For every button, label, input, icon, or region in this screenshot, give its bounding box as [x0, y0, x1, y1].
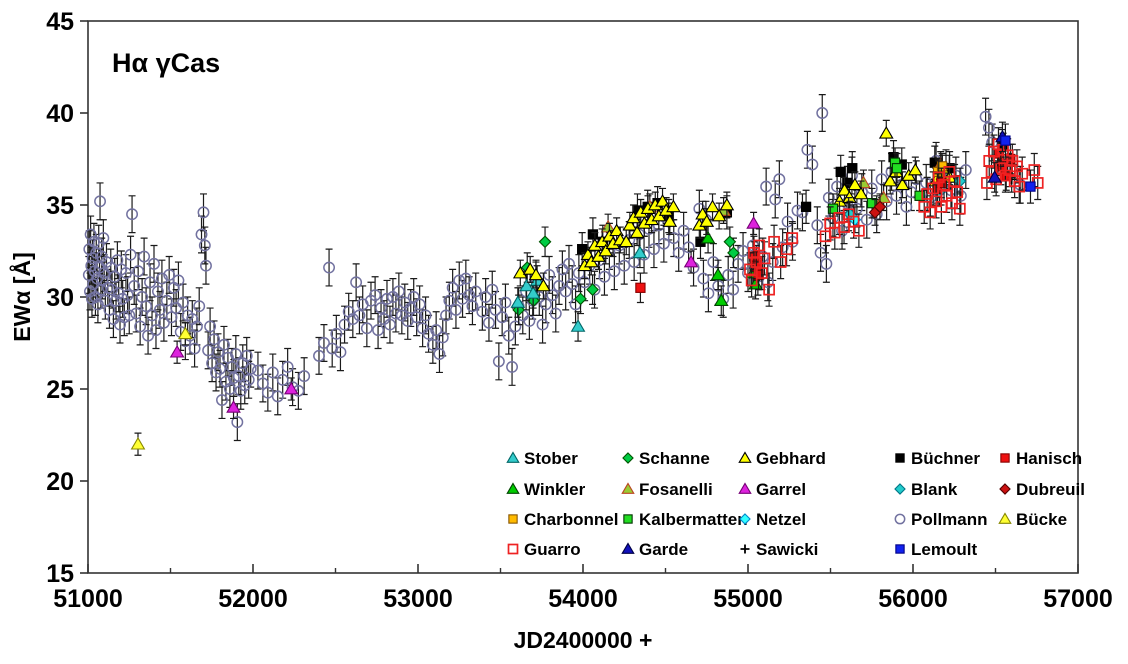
series-lemoult — [1000, 135, 1036, 192]
legend-label-buchner: Büchner — [911, 449, 980, 468]
series-guarro — [744, 138, 1044, 296]
x-axis-title: JD2400000 + — [514, 627, 653, 653]
x-tick-label: 57000 — [1043, 585, 1113, 613]
legend-label-gebhard: Gebhard — [756, 449, 826, 468]
legend-item-sawicki: Sawicki — [740, 540, 818, 559]
legend-label-lemoult: Lemoult — [911, 540, 977, 559]
legend-item-schanne: Schanne — [622, 449, 710, 468]
y-tick-label: 30 — [46, 284, 74, 312]
series-garde-errorbars — [991, 121, 1006, 193]
y-axis-title: EWα [Å] — [8, 252, 35, 342]
series-bucke-errorbars — [134, 322, 189, 456]
legend-item-buchner: Büchner — [895, 449, 980, 468]
y-tick-label: 40 — [46, 100, 74, 128]
series-garrel — [169, 216, 761, 413]
series-kalbermatten — [827, 157, 925, 214]
legend-label-charbonnel: Charbonnel — [524, 510, 618, 529]
legend-label-schanne: Schanne — [639, 449, 710, 468]
x-tick-label: 51000 — [53, 585, 123, 613]
legend-item-hanisch: Hanisch — [1000, 449, 1082, 468]
legend-label-garrel: Garrel — [756, 480, 806, 499]
legend-item-netzel: Netzel — [739, 510, 806, 529]
x-tick-label: 53000 — [383, 585, 453, 613]
x-tick-label: 54000 — [548, 585, 618, 613]
legend-item-garrel: Garrel — [738, 480, 806, 499]
legend-item-kalbermatten: Kalbermatten — [623, 510, 748, 529]
x-tick-label: 52000 — [218, 585, 288, 613]
legend-item-dubreuil: Dubreuil — [999, 480, 1085, 499]
legend-item-bucke: Bücke — [998, 510, 1067, 529]
legend-item-gebhard: Gebhard — [738, 449, 826, 468]
legend-item-charbonnel: Charbonnel — [508, 510, 618, 529]
chart-title: Hα γCas — [112, 48, 220, 78]
y-tick-label: 20 — [46, 468, 74, 496]
legend-label-dubreuil: Dubreuil — [1016, 480, 1085, 499]
x-tick-label: 55000 — [713, 585, 783, 613]
legend-label-fosanelli: Fosanelli — [639, 480, 713, 499]
legend-item-lemoult: Lemoult — [895, 540, 977, 559]
y-tick-label: 15 — [46, 560, 74, 588]
legend-label-pollmann: Pollmann — [911, 510, 988, 529]
legend-label-winkler: Winkler — [524, 480, 586, 499]
legend-item-fosanelli: Fosanelli — [621, 480, 713, 499]
legend-label-bucke: Bücke — [1016, 510, 1067, 529]
legend-label-stober: Stober — [524, 449, 578, 468]
legend-item-guarro: Guarro — [507, 540, 581, 559]
series-lemoult-errorbars — [1001, 123, 1034, 204]
legend-label-hanisch: Hanisch — [1016, 449, 1082, 468]
legend-label-kalbermatten: Kalbermatten — [639, 510, 748, 529]
y-tick-label: 45 — [46, 8, 74, 36]
series-bucke — [130, 326, 193, 450]
y-tick-label: 35 — [46, 192, 74, 220]
legend-label-blank: Blank — [911, 480, 958, 499]
legend-item-stober: Stober — [506, 449, 578, 468]
legend-item-blank: Blank — [894, 480, 958, 499]
series-pollmann-errorbars — [85, 94, 1024, 442]
legend-label-guarro: Guarro — [524, 540, 581, 559]
legend-item-winkler: Winkler — [506, 480, 586, 499]
legend-label-garde: Garde — [639, 540, 688, 559]
legend-label-netzel: Netzel — [756, 510, 806, 529]
legend-item-pollmann: Pollmann — [894, 510, 988, 529]
y-tick-label: 25 — [46, 376, 74, 404]
x-tick-label: 56000 — [878, 585, 948, 613]
series-stober — [510, 245, 648, 332]
legend-label-sawicki: Sawicki — [756, 540, 818, 559]
legend-item-garde: Garde — [621, 540, 688, 559]
